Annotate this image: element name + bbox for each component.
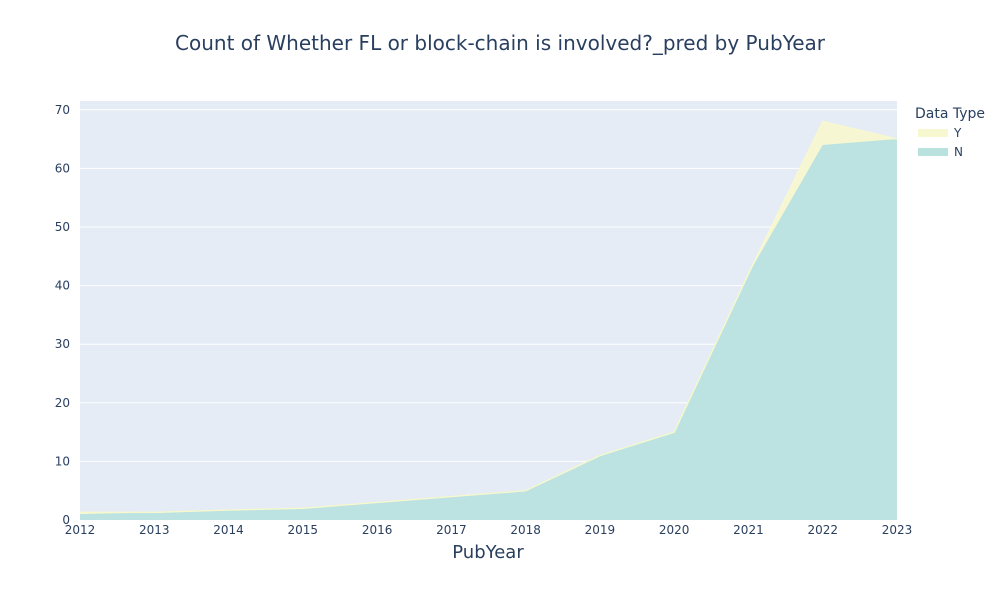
- x-tick-label: 2023: [882, 523, 913, 537]
- y-tick-label: 30: [55, 337, 70, 351]
- x-tick-label: 2021: [733, 523, 764, 537]
- chart-title: Count of Whether FL or block-chain is in…: [175, 31, 826, 55]
- area-series-n[interactable]: [80, 139, 897, 520]
- axis-ticks: 0 10 20 30 40 50 60 70 2012 2013 2014 2015 2016 2017 2…: [55, 103, 913, 537]
- x-tick-label: 2019: [585, 523, 616, 537]
- x-axis-title: PubYear: [452, 542, 524, 563]
- x-tick-label: 2018: [510, 523, 541, 537]
- y-tick-label: 10: [55, 454, 70, 468]
- y-tick-label: 50: [55, 220, 70, 234]
- legend-item-y[interactable]: Y: [918, 126, 962, 140]
- legend-label: Y: [953, 126, 962, 140]
- legend-swatch: [918, 129, 948, 137]
- legend[interactable]: Data Type YN: [915, 106, 985, 159]
- legend-swatch: [918, 148, 948, 156]
- y-tick-label: 60: [55, 161, 70, 175]
- x-tick-label: 2012: [65, 523, 96, 537]
- y-tick-label: 40: [55, 279, 70, 293]
- x-tick-label: 2017: [436, 523, 467, 537]
- x-tick-label: 2013: [139, 523, 170, 537]
- grid-lines: [80, 109, 897, 462]
- series-line-y: [80, 120, 898, 514]
- x-tick-label: 2020: [659, 523, 690, 537]
- x-tick-label: 2016: [362, 523, 393, 537]
- y-tick-label: 0: [62, 513, 70, 527]
- y-tick-label: 70: [55, 103, 70, 117]
- x-tick-label: 2014: [213, 523, 244, 537]
- x-tick-label: 2015: [288, 523, 319, 537]
- legend-item-n[interactable]: N: [918, 145, 963, 159]
- series-areas: [79, 120, 898, 520]
- x-tick-label: 2022: [807, 523, 838, 537]
- y-tick-label: 20: [55, 396, 70, 410]
- legend-label: N: [954, 145, 963, 159]
- legend-items[interactable]: YN: [918, 126, 963, 159]
- legend-title: Data Type: [915, 106, 985, 122]
